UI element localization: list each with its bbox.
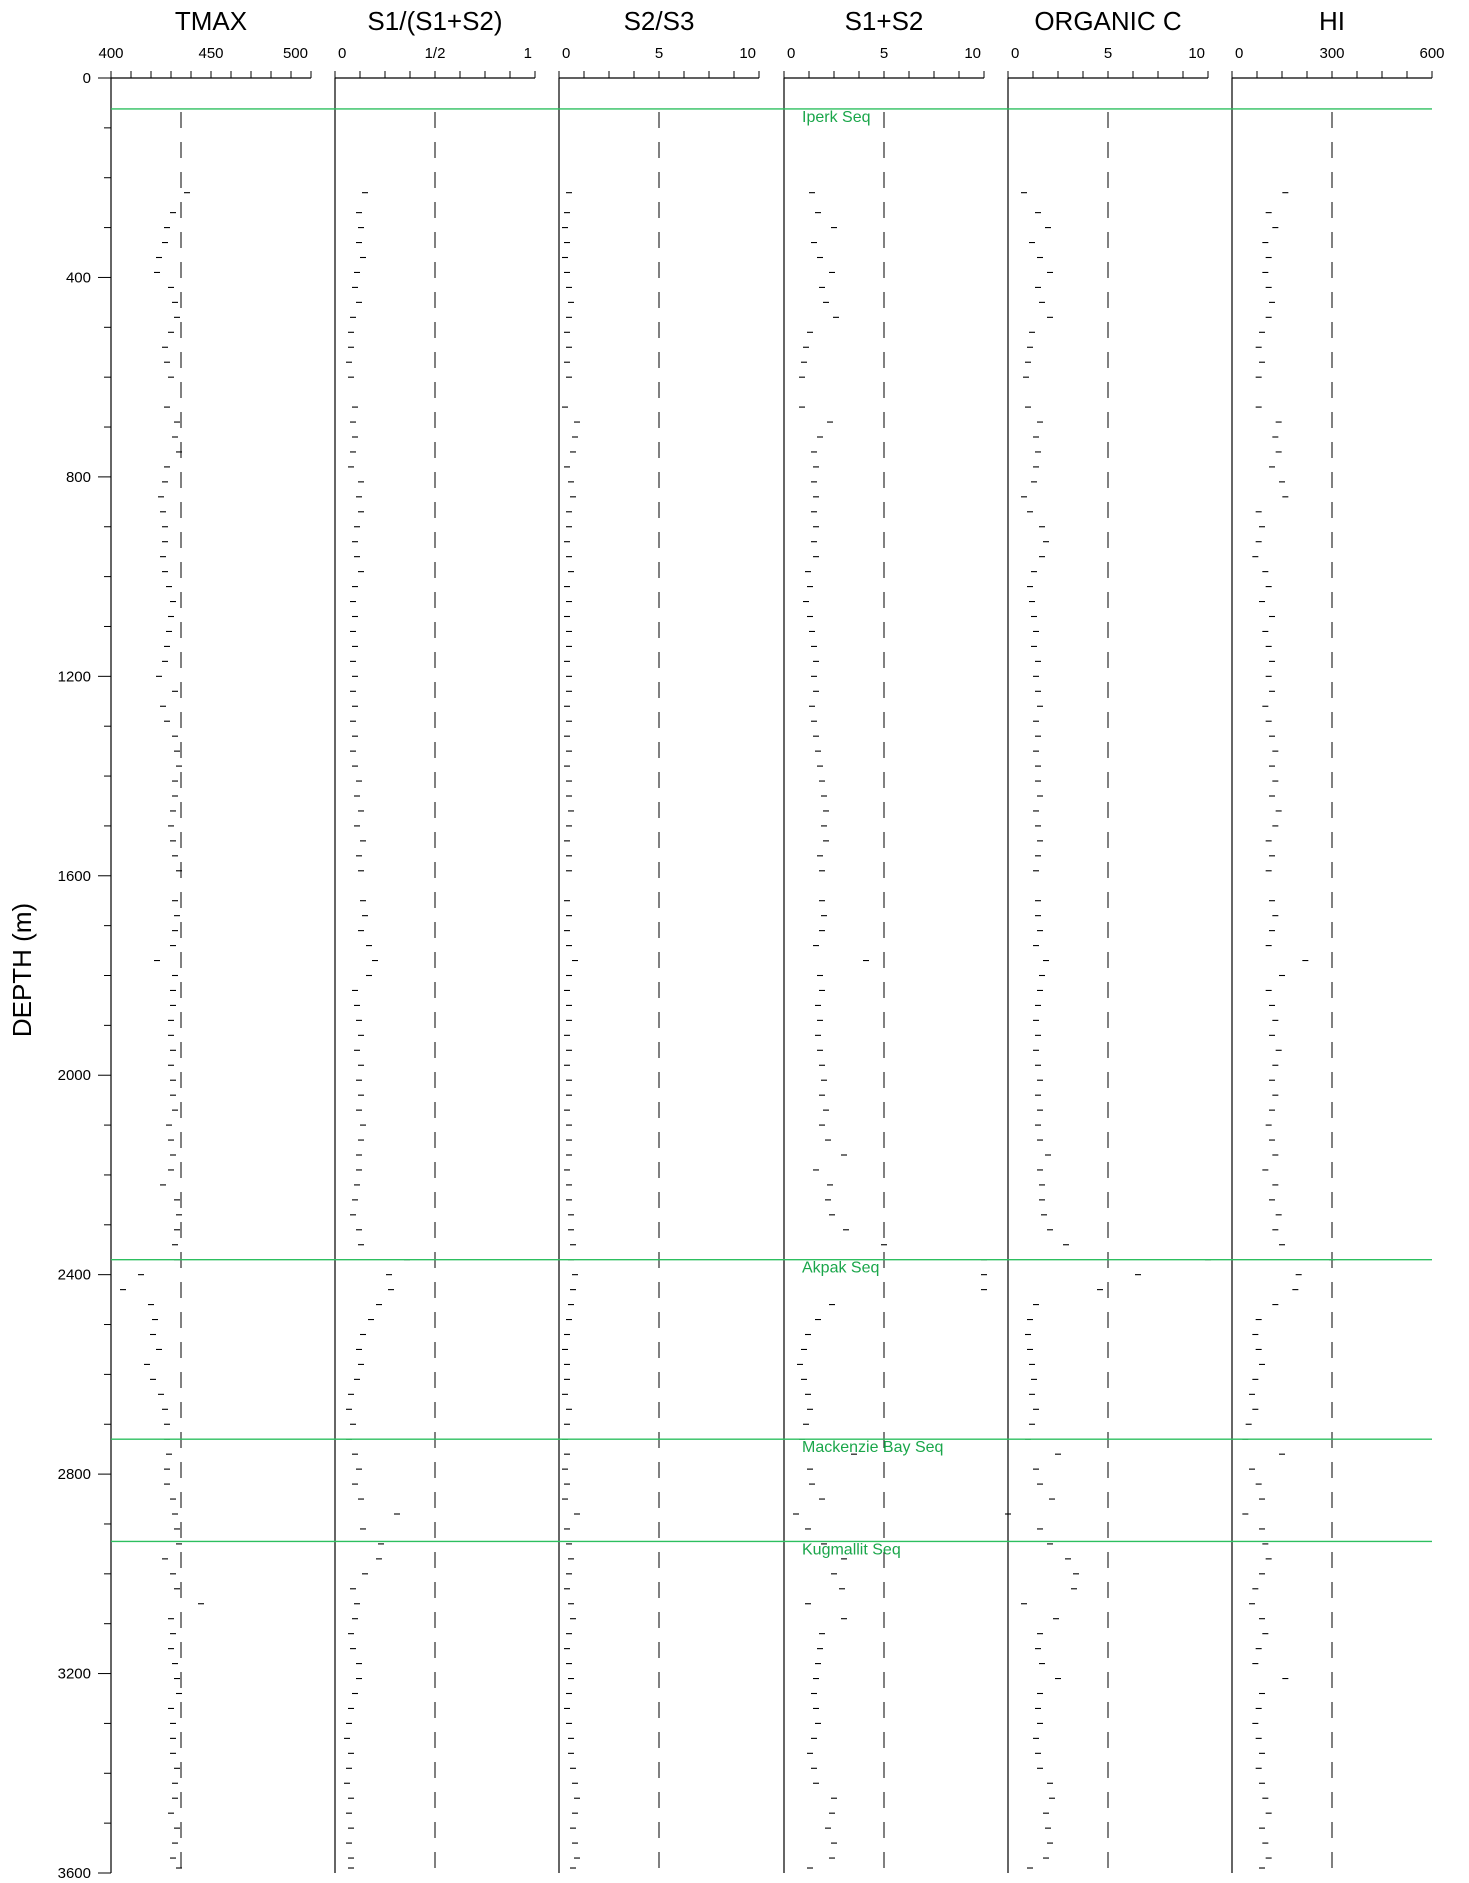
track-title: S2/S3 [624,6,695,36]
track-tick-label: 0 [338,45,346,62]
track-tick-label: 300 [1319,45,1344,62]
track-hi: HI 0 300 600 [1231,6,1445,1873]
track-tick-label: 400 [98,45,123,62]
track-s1-s2: S1+S2 0 5 10 [783,6,987,1873]
depth-tick-label: 2400 [58,1267,91,1284]
track-title: S1+S2 [845,6,924,36]
depth-tick-label: 2800 [58,1466,91,1483]
depth-tick-label: 1600 [58,868,91,885]
sequence-boundaries: Iperk Seq Akpak Seq Mackenzie Bay Seq Kugma… [111,108,1432,1558]
track-organic-c: ORGANIC C 0 5 10 [1005,6,1211,1873]
y-axis-title: DEPTH (m) [7,903,37,1037]
track-tick-label: 0 [1235,45,1243,62]
track-tmax: TMAX 400 450 500 [98,6,312,1873]
depth-tick-label: 3200 [58,1666,91,1683]
sequence-label: Kugmallit Seq [802,1541,901,1558]
track-title: ORGANIC C [1034,6,1181,36]
track-tick-label: 5 [1104,45,1112,62]
sequence-label: Mackenzie Bay Seq [802,1439,943,1456]
depth-tick-label: 3600 [58,1865,91,1882]
depth-tick-label: 0 [83,70,91,87]
track-tick-label: 10 [739,45,756,62]
depth-tick-label: 400 [66,269,91,286]
depth-tick-label: 2000 [58,1067,91,1084]
depth-axis: 0 400 800 1200 1600 2000 2400 2800 3200 3600 [58,70,111,1882]
depth-tick-label: 1200 [58,668,91,685]
sequence-label: Iperk Seq [802,109,870,126]
sequence-label: Akpak Seq [802,1260,879,1277]
track-tick-label: 0 [562,45,570,62]
track-tick-label: 450 [198,45,223,62]
track-tick-label: 10 [964,45,981,62]
track-tick-label: 0 [787,45,795,62]
depth-tick-label: 800 [66,469,91,486]
track-tick-label: 5 [880,45,888,62]
track-tick-label: 1 [524,45,532,62]
track-tick-label: 500 [283,45,308,62]
track-s1-s1-s2-: S1/(S1+S2) 0 1/2 1 [334,6,536,1873]
track-tick-label: 0 [1011,45,1019,62]
track-tick-label: 1/2 [425,45,446,62]
track-tick-label: 5 [655,45,663,62]
track-s2-s3: S2/S3 0 5 10 [558,6,760,1873]
track-tick-label: 600 [1419,45,1444,62]
track-title: TMAX [175,6,247,36]
track-title: S1/(S1+S2) [367,6,502,36]
track-title: HI [1319,6,1345,36]
track-tick-label: 10 [1188,45,1205,62]
